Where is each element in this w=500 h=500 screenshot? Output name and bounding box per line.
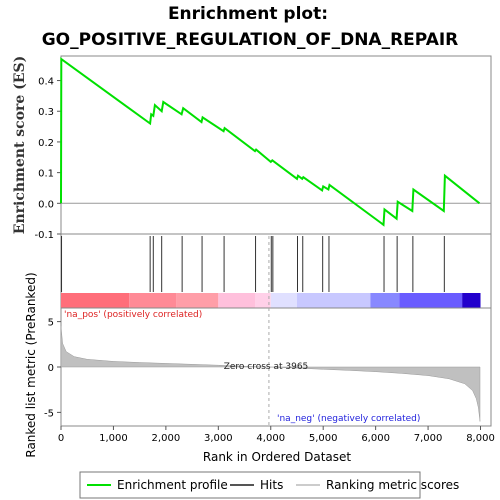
ranking-metric-area [60, 326, 481, 422]
heatmap-segment [296, 293, 371, 308]
es-y-axis-label: Enrichment score (ES) [12, 56, 28, 234]
es-y-tick-label: 0.4 [38, 77, 54, 88]
x-tick-label: 8,000 [466, 433, 495, 444]
ranked-y-tick-label: 5 [48, 318, 54, 329]
ranked-y-axis-label: Ranked list metric (PreRanked) [24, 272, 38, 457]
legend-label-ranking: Ranking metric scores [326, 478, 459, 492]
legend-label-enrichment: Enrichment profile [117, 478, 228, 492]
heatmap-segment [399, 293, 463, 308]
heatmap-segment [370, 293, 400, 308]
ranked-y-tick-label: 0 [48, 363, 54, 374]
es-panel-frame [60, 55, 492, 235]
es-y-tick-label: 0.2 [38, 138, 54, 149]
neg-label: 'na_neg' (negatively correlated) [277, 414, 420, 424]
enrichment-profile-line [60, 57, 481, 227]
hit-marks [61, 236, 445, 292]
x-tick-label: 7,000 [414, 433, 443, 444]
ranked-x-ticks: 0 1,000 2,000 3,000 4,000 5,000 6,000 7,000 8,00… [58, 426, 495, 444]
heatmap-segment [462, 293, 481, 308]
chart-title-line1: Enrichment plot: [168, 4, 328, 24]
x-tick-label: 4,000 [256, 433, 285, 444]
heatmap-segment [218, 293, 256, 308]
es-y-tick-label: 0.3 [38, 107, 54, 118]
legend-label-hits: Hits [260, 478, 283, 492]
ranked-y-ticks: -5 0 5 [44, 318, 61, 419]
legend: Enrichment profile Hits Ranking metric s… [79, 471, 459, 499]
chart-title-line2: GO_POSITIVE_REGULATION_OF_DNA_REPAIR [42, 30, 459, 50]
x-tick-label: 6,000 [361, 433, 390, 444]
heatmap-segment [61, 293, 130, 308]
x-tick-label: 1,000 [99, 433, 128, 444]
es-y-ticks: -0.1 0.0 0.1 0.2 0.3 0.4 [34, 77, 61, 241]
heatmap-segment [129, 293, 177, 308]
heatmap-segment [270, 293, 297, 308]
heatmap-segment [255, 293, 271, 308]
rank-heatmap-bar [61, 293, 481, 308]
es-y-tick-label: -0.1 [34, 230, 54, 241]
pos-label: 'na_pos' (positively correlated) [64, 310, 202, 320]
x-tick-label: 2,000 [152, 433, 181, 444]
ranked-y-tick-label: -5 [44, 408, 54, 419]
heatmap-segment [176, 293, 219, 308]
x-axis-label: Rank in Ordered Dataset [203, 450, 351, 464]
x-tick-label: 5,000 [309, 433, 338, 444]
zero-cross-label: Zero cross at 3965 [224, 362, 309, 372]
x-tick-label: 0 [58, 433, 64, 444]
x-tick-label: 3,000 [204, 433, 233, 444]
es-y-tick-label: 0.1 [38, 169, 54, 180]
es-y-tick-label: 0.0 [38, 199, 54, 210]
